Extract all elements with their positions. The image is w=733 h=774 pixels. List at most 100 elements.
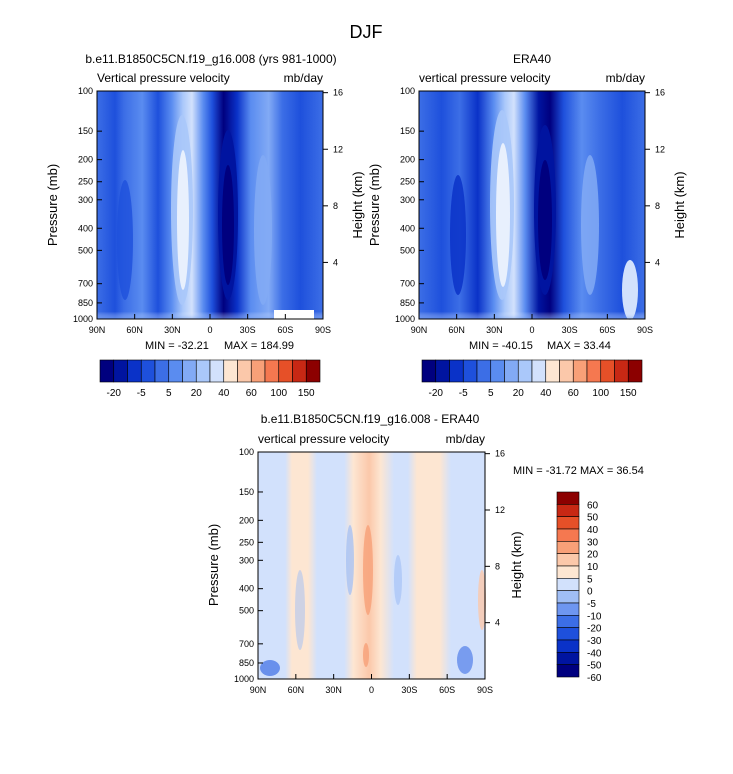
x-tick-label: 30N (164, 325, 181, 335)
panel-obs-max-label: MAX = 33.44 (547, 340, 611, 352)
colorbar-label: 50 (587, 513, 599, 524)
colorbar-label: -5 (459, 388, 468, 399)
x-tick-label: 90N (250, 685, 267, 695)
panel-diff-minmax-label: MIN = -31.72 MAX = 36.54 (513, 465, 644, 477)
colorbar-box (237, 359, 252, 383)
y2-tick-label: 4 (333, 257, 338, 267)
y-tick-label: 150 (78, 126, 93, 136)
x-tick-label: 90S (315, 325, 331, 335)
panel-diff-lobe (260, 660, 280, 676)
colorbar-box (545, 359, 560, 383)
colorbar-box (476, 359, 492, 383)
colorbar-box (168, 359, 183, 383)
y2-tick-label: 4 (495, 618, 500, 628)
x-tick-label: 60N (448, 325, 465, 335)
x-tick-label: 60S (439, 685, 455, 695)
colorbar-box (531, 359, 547, 383)
y-tick-label: 1000 (395, 314, 415, 324)
y-tick-label: 500 (78, 245, 93, 255)
colorbar-box (435, 359, 450, 383)
panel-obs-title: ERA40 (513, 52, 551, 66)
panel-diff-lobe (346, 525, 354, 595)
x-tick-label: 60S (599, 325, 615, 335)
y-tick-label: 200 (78, 155, 93, 165)
panel-model-ylabel: Pressure (mb) (45, 164, 60, 246)
colorbar-label: -50 (587, 661, 602, 672)
colorbar-label: 5 (488, 388, 494, 399)
panel-model-title: b.e11.B1850C5CN.f19_g16.008 (yrs 981-100… (85, 52, 336, 66)
x-tick-label: 60N (288, 685, 305, 695)
colorbar-label: 60 (246, 388, 258, 399)
y-tick-label: 850 (78, 298, 93, 308)
panel-diff-subtitle-right: mb/day (446, 432, 485, 446)
y-tick-label: 200 (400, 155, 415, 165)
y-tick-label: 250 (400, 177, 415, 187)
x-tick-label: 0 (207, 325, 212, 335)
colorbar-label: 60 (568, 388, 580, 399)
colorbar-box (449, 359, 464, 383)
colorbar-label: -20 (107, 388, 122, 399)
y2-tick-label: 8 (333, 201, 338, 211)
panel-obs-lobe (581, 155, 599, 295)
colorbar-label: 20 (191, 388, 203, 399)
colorbar-box (154, 359, 170, 383)
colorbar-label: 5 (587, 574, 593, 585)
panel-model-min-label: MIN = -32.21 (145, 340, 209, 352)
x-tick-label: 60N (126, 325, 143, 335)
colorbar-box (556, 602, 580, 616)
panel-model-lobe (222, 165, 234, 285)
y-tick-label: 250 (239, 537, 254, 547)
x-tick-label: 0 (529, 325, 534, 335)
y-tick-label: 150 (239, 487, 254, 497)
y2-tick-label: 16 (655, 88, 665, 98)
colorbar-box (556, 627, 580, 641)
colorbar-label: -20 (587, 624, 602, 635)
colorbar-label: -5 (587, 599, 596, 610)
panel-model-missing-region (274, 310, 314, 319)
colorbar-label: 60 (587, 500, 599, 511)
panel-diff-y2label: Height (km) (509, 531, 524, 598)
colorbar-label: 40 (218, 388, 230, 399)
panel-model-max-label: MAX = 184.99 (224, 340, 294, 352)
colorbar-label: 100 (592, 388, 609, 399)
colorbar-box (600, 359, 615, 383)
y2-tick-label: 12 (655, 144, 665, 154)
colorbar-label: -5 (137, 388, 146, 399)
y-tick-label: 700 (239, 639, 254, 649)
panel-diff-lobe (478, 570, 486, 630)
panel-model-lobe (177, 150, 189, 290)
y2-tick-label: 8 (495, 561, 500, 571)
y-tick-label: 400 (239, 584, 254, 594)
panel-obs-min-label: MIN = -40.15 (469, 340, 533, 352)
colorbar-label: -20 (429, 388, 444, 399)
colorbar-box (572, 359, 588, 383)
colorbar-label: 30 (587, 537, 599, 548)
panel-obs-subtitle-right: mb/day (606, 71, 645, 85)
colorbar-box (250, 359, 266, 383)
colorbar-box (305, 359, 321, 383)
panel-obs-y2label: Height (km) (672, 171, 687, 238)
x-tick-label: 30S (240, 325, 256, 335)
y-tick-label: 850 (400, 298, 415, 308)
panel-diff-subtitle-left: vertical pressure velocity (258, 432, 389, 446)
colorbar-label: 150 (298, 388, 315, 399)
y-tick-label: 1000 (73, 314, 93, 324)
y-tick-label: 100 (78, 86, 93, 96)
x-tick-label: 90S (637, 325, 653, 335)
colorbar-box (556, 528, 580, 542)
colorbar-box (556, 590, 580, 604)
panel-diff-lobe (295, 570, 305, 650)
colorbar-label: 150 (620, 388, 637, 399)
colorbar-label: -30 (587, 636, 602, 647)
colorbar-box (556, 504, 580, 517)
y-tick-label: 200 (239, 515, 254, 525)
y-tick-label: 100 (239, 447, 254, 457)
colorbar-label: 0 (587, 587, 593, 598)
x-tick-label: 30N (325, 685, 342, 695)
y-tick-label: 300 (400, 195, 415, 205)
y2-tick-label: 16 (495, 449, 505, 459)
colorbar-box (223, 359, 238, 383)
y-tick-label: 400 (400, 223, 415, 233)
y-tick-label: 300 (239, 555, 254, 565)
colorbar-box (556, 664, 580, 678)
